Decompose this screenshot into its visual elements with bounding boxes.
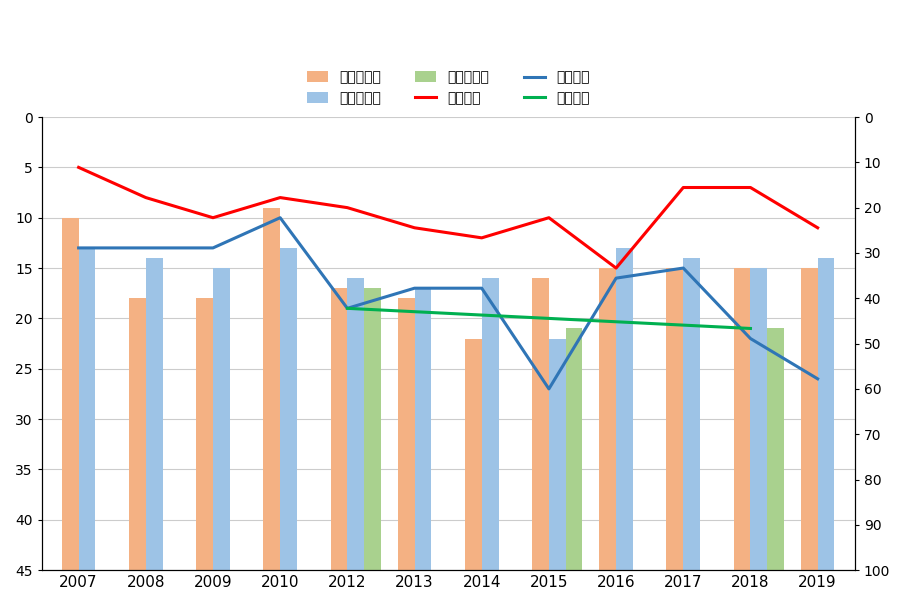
- Bar: [817, 258, 834, 570]
- Bar: [62, 218, 79, 570]
- Bar: [734, 268, 750, 570]
- Legend: 国語正答率, 算数正答率, 理科正答率, 国語順位, 算数順位, 理科順位: 国語正答率, 算数正答率, 理科正答率, 国語順位, 算数順位, 理科順位: [301, 65, 595, 111]
- Bar: [616, 248, 633, 570]
- Bar: [549, 339, 566, 570]
- Bar: [281, 248, 297, 570]
- Bar: [146, 258, 163, 570]
- Bar: [566, 329, 583, 570]
- Bar: [196, 298, 213, 570]
- Bar: [683, 258, 700, 570]
- Bar: [263, 208, 281, 570]
- Bar: [348, 278, 364, 570]
- Bar: [481, 278, 499, 570]
- Bar: [79, 248, 95, 570]
- Bar: [414, 288, 432, 570]
- Bar: [465, 339, 481, 570]
- Bar: [767, 329, 784, 570]
- Bar: [801, 268, 817, 570]
- Bar: [364, 288, 381, 570]
- Bar: [213, 268, 230, 570]
- Bar: [599, 268, 616, 570]
- Bar: [129, 298, 146, 570]
- Bar: [666, 268, 683, 570]
- Bar: [330, 288, 348, 570]
- Bar: [397, 298, 414, 570]
- Bar: [532, 278, 549, 570]
- Bar: [750, 268, 767, 570]
